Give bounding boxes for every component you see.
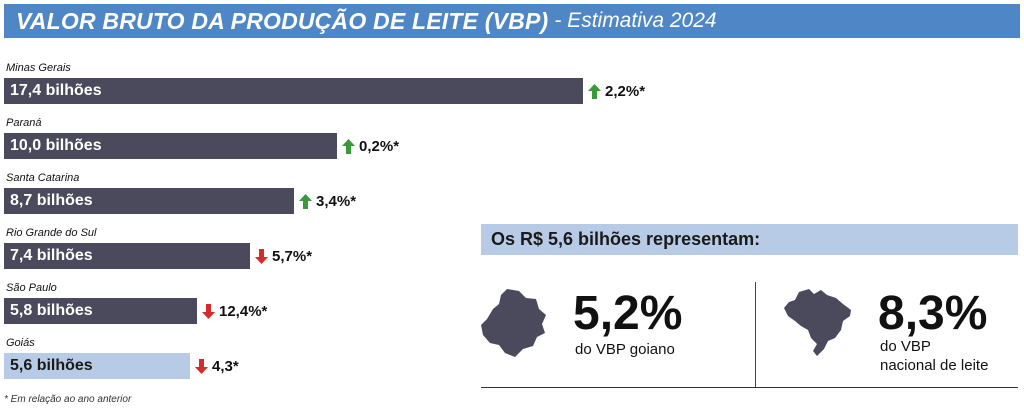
national-caption-line2: nacional de leite xyxy=(880,357,989,374)
arrow-down-icon xyxy=(255,248,268,264)
goias-share-value: 5,2% xyxy=(573,287,683,340)
state-label: Rio Grande do Sul xyxy=(6,227,97,239)
bar-são-paulo: 5,8 bilhões xyxy=(4,298,197,324)
change-value: 3,4%* xyxy=(316,192,357,210)
change-label: 0,2%* xyxy=(342,133,399,159)
change-label: 3,4%* xyxy=(299,188,356,214)
state-label: São Paulo xyxy=(6,282,57,294)
national-caption-line1: do VBP xyxy=(880,338,931,355)
change-label: 4,3* xyxy=(195,353,239,379)
title-bar: VALOR BRUTO DA PRODUÇÃO DE LEITE (VBP) -… xyxy=(4,4,1020,38)
panel-heading: Os R$ 5,6 bilhões representam: xyxy=(481,224,1018,255)
state-label: Santa Catarina xyxy=(6,172,80,184)
arrow-up-icon xyxy=(342,138,355,154)
arrow-down-icon xyxy=(202,303,215,319)
change-label: 12,4%* xyxy=(202,298,267,324)
arrow-up-icon xyxy=(588,83,601,99)
panel-divider xyxy=(755,282,756,387)
national-share-value: 8,3% xyxy=(878,287,988,340)
bar-santa-catarina: 8,7 bilhões xyxy=(4,188,294,214)
arrow-up-icon xyxy=(299,193,312,209)
arrow-down-icon xyxy=(195,358,208,374)
chart-title: VALOR BRUTO DA PRODUÇÃO DE LEITE (VBP) xyxy=(16,7,549,34)
state-label: Paraná xyxy=(6,117,42,129)
bar-goiás: 5,6 bilhões xyxy=(4,353,190,379)
change-value: 5,7%* xyxy=(272,247,313,265)
change-value: 2,2%* xyxy=(605,82,646,100)
goias-share-caption: do VBP goiano xyxy=(575,341,675,358)
change-value: 12,4%* xyxy=(219,302,268,320)
change-label: 5,7%* xyxy=(255,243,312,269)
national-share-caption: do VBP nacional de leite xyxy=(880,337,988,375)
change-label: 2,2%* xyxy=(588,78,645,104)
change-value: 4,3* xyxy=(212,357,239,375)
change-value: 0,2%* xyxy=(359,137,400,155)
state-label: Goiás xyxy=(6,337,35,349)
bar-paraná: 10,0 bilhões xyxy=(4,133,337,159)
chart-subtitle: - Estimativa 2024 xyxy=(554,9,717,32)
state-label: Minas Gerais xyxy=(6,62,71,74)
bar-rio-grande-do-sul: 7,4 bilhões xyxy=(4,243,250,269)
brazil-map-icon xyxy=(784,289,851,356)
footnote: * Em relação ao ano anterior xyxy=(4,394,132,405)
goias-map-icon xyxy=(481,289,546,357)
bar-minas-gerais: 17,4 bilhões xyxy=(4,78,583,104)
panel-bottom-rule xyxy=(481,387,1018,388)
